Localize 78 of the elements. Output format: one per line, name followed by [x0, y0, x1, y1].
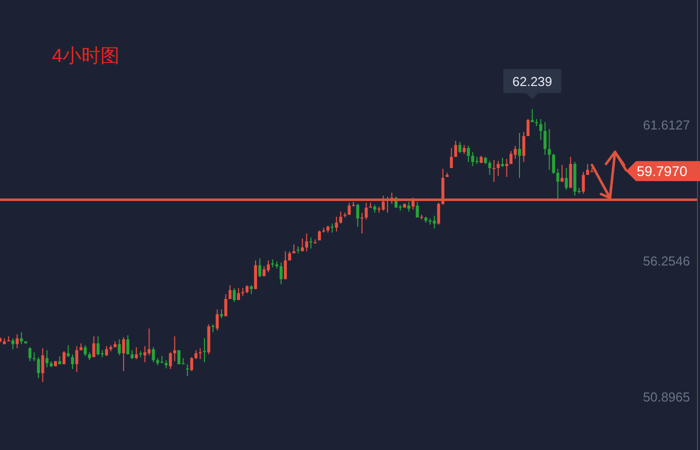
candlestick: [288, 250, 292, 261]
candlestick: [284, 250, 287, 280]
text: 4小时图: [52, 46, 120, 67]
candlestick: [437, 202, 440, 226]
candlestick: [416, 201, 419, 218]
candlestick: [454, 140, 458, 158]
candlestick: [280, 262, 283, 285]
candlestick: [20, 332, 23, 345]
candlestick: [41, 348, 44, 382]
candlestick: [466, 145, 470, 162]
candlestick: [548, 128, 551, 170]
candlestick: [71, 354, 74, 370]
candlestick: [254, 260, 258, 290]
candlestick: [143, 346, 146, 363]
candlestick: [552, 153, 556, 174]
candlestick: [62, 350, 66, 365]
candlestick: [118, 338, 121, 356]
candlestick: [500, 157, 504, 168]
candlestick: [526, 118, 530, 137]
candlestick: [564, 168, 568, 190]
candlestick: [152, 346, 155, 363]
candlestick: [126, 334, 130, 355]
annotation: 62.239: [512, 74, 552, 90]
candlestick: [105, 346, 108, 357]
candlestick: [569, 156, 572, 188]
candlestick: [122, 336, 126, 372]
candlestick: [36, 356, 40, 379]
candlestick: [450, 147, 453, 169]
candlestick: [11, 338, 14, 350]
candlestick: [134, 346, 138, 360]
candlestick: [471, 152, 474, 166]
candlestick: [305, 233, 308, 252]
candlestick: [492, 159, 496, 182]
candlestick: [518, 132, 521, 178]
candlestick: [509, 150, 512, 164]
candlestick: [148, 328, 151, 356]
candlestick: [458, 141, 462, 154]
candlestick: [232, 288, 236, 303]
candlestick: [186, 364, 189, 377]
text: 59.7970: [636, 163, 688, 180]
candlestick: [488, 160, 492, 176]
candlestick: [560, 164, 564, 182]
candlestick: [168, 352, 172, 370]
candlestick: [173, 336, 176, 362]
candlestick: [266, 260, 270, 273]
candlestick: [586, 163, 590, 176]
candlestick: [96, 336, 100, 356]
candlestick: [16, 334, 19, 349]
candlestick: [300, 238, 304, 252]
candlestick: [356, 203, 360, 228]
candlestick: [339, 211, 342, 224]
candlestick: [556, 168, 560, 200]
candlestick: [309, 237, 312, 249]
y-tick-label: 50.8965: [643, 390, 690, 405]
candlestick: [258, 258, 262, 278]
candlestick: [582, 171, 585, 194]
candlestick: [496, 160, 500, 176]
candlestick: [190, 356, 194, 372]
candlestick: [544, 122, 547, 156]
candlestick: [45, 350, 48, 368]
y-tick-label: 61.6127: [643, 118, 690, 133]
candlestick: [202, 338, 206, 363]
candlestick: [241, 288, 244, 296]
candlestick: [28, 346, 32, 362]
candlestick: [407, 201, 410, 212]
candlestick: [198, 348, 202, 360]
candlestick: [84, 344, 87, 357]
candlestick: [530, 108, 534, 123]
candlestick: [360, 212, 364, 234]
candlestick: [334, 216, 338, 232]
candlestick: [505, 158, 508, 178]
candlestick: [318, 230, 321, 241]
y-tick-label: 56.2546: [643, 254, 690, 269]
candlestick: [432, 215, 436, 229]
candlestick: [539, 118, 542, 140]
candlestick: [228, 284, 232, 300]
candlestick: [271, 258, 274, 268]
candlestick: [92, 336, 96, 358]
